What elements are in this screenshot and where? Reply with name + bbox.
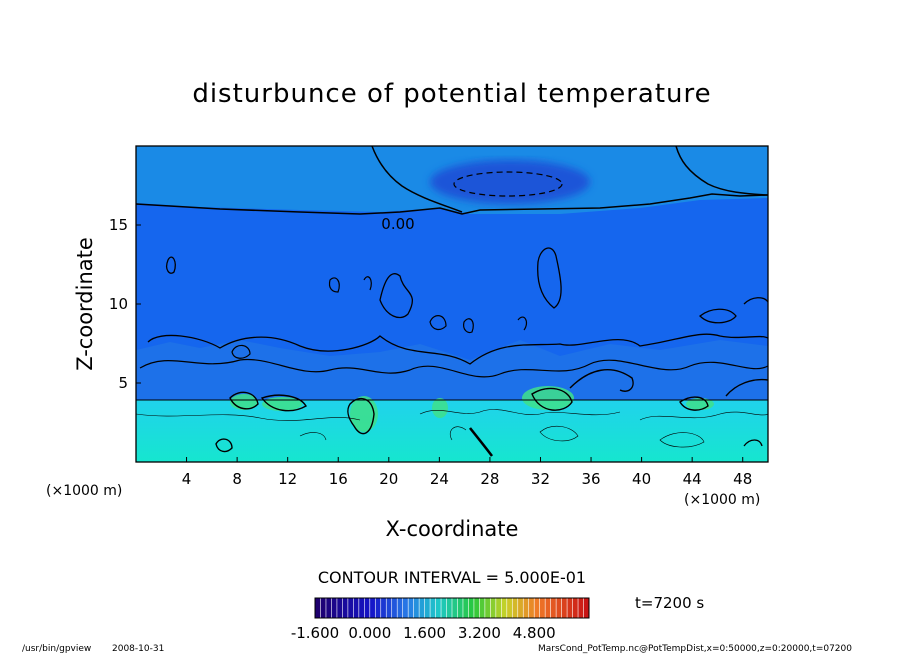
lower-layer-field xyxy=(136,400,768,462)
colorbar-swatch xyxy=(572,598,579,618)
y-tick-label: 5 xyxy=(118,374,128,392)
colorbar-swatch xyxy=(473,598,480,618)
colorbar-swatch xyxy=(413,598,420,618)
colorbar-swatch xyxy=(457,598,464,618)
x-tick-label: 32 xyxy=(531,470,550,488)
x-tick-label: 20 xyxy=(379,470,398,488)
x-tick-label: 24 xyxy=(430,470,449,488)
x-tick-label: 40 xyxy=(632,470,651,488)
colorbar-swatch xyxy=(375,598,382,618)
colorbar-swatch xyxy=(578,598,584,618)
colorbar-swatch xyxy=(342,598,349,618)
colorbar-swatch xyxy=(550,598,557,618)
colorbar-swatch xyxy=(512,598,519,618)
colorbar-swatch xyxy=(506,598,513,618)
time-label: t=7200 s xyxy=(635,594,704,612)
x-axis-ticks: 4 8 12 16 20 24 28 32 36 40 44 48 xyxy=(182,457,752,488)
x-unit-right: (×1000 m) xyxy=(684,492,760,508)
colorbar-swatch xyxy=(441,598,447,618)
footer-source: MarsCond_PotTemp.nc@PotTempDist,x=0:5000… xyxy=(538,644,852,654)
contour-interval: CONTOUR INTERVAL = 5.000E-01 xyxy=(318,568,586,587)
colorbar-swatch xyxy=(320,598,327,618)
plot-area: 0.00 xyxy=(136,146,768,462)
colorbar-swatch xyxy=(315,598,321,618)
colorbar-swatch xyxy=(452,598,458,618)
colorbar-swatch xyxy=(484,598,491,618)
colorbar-tick-label: -1.600 xyxy=(291,624,339,642)
chart-title: disturbunce of potential temperature xyxy=(192,79,711,109)
colorbar-swatch xyxy=(462,598,469,618)
colorbar-swatch xyxy=(539,598,546,618)
x-tick-label: 16 xyxy=(329,470,348,488)
colorbar-swatch xyxy=(336,598,343,618)
colorbar-swatch xyxy=(556,598,562,618)
y-tick-label: 15 xyxy=(109,216,128,234)
colorbar-swatch xyxy=(523,598,530,618)
colorbar-swatch xyxy=(583,598,590,618)
colorbar-swatch xyxy=(331,598,338,618)
colorbar-tick-label: 4.800 xyxy=(513,624,556,642)
colorbar-swatch xyxy=(517,598,524,618)
x-unit-left: (×1000 m) xyxy=(46,483,122,499)
colorbar-swatch xyxy=(424,598,431,618)
colorbar-swatch xyxy=(534,598,540,618)
colorbar-swatch xyxy=(369,598,376,618)
colorbar-swatch xyxy=(358,598,365,618)
colorbar-swatch xyxy=(402,598,409,618)
colorbar-swatch xyxy=(490,598,497,618)
colorbar-swatch xyxy=(435,598,442,618)
colorbar-swatch xyxy=(495,598,502,618)
colorbar-swatch xyxy=(561,598,568,618)
colorbar-swatch xyxy=(347,598,354,618)
colorbar xyxy=(314,597,590,619)
colorbar-swatch xyxy=(567,598,573,618)
colorbar-swatch xyxy=(408,598,414,618)
colorbar-tick-label: 0.000 xyxy=(348,624,391,642)
y-axis-ticks: 5 10 15 xyxy=(109,216,141,392)
thin-contours xyxy=(136,409,768,448)
colorbar-swatch xyxy=(386,598,393,618)
x-axis-label: X-coordinate xyxy=(386,517,519,541)
contour-lines xyxy=(136,146,768,457)
footer-program: /usr/bin/gpview xyxy=(22,644,91,654)
x-tick-label: 12 xyxy=(278,470,297,488)
colorbar-swatch xyxy=(391,598,398,618)
colorbar-swatch xyxy=(446,598,453,618)
x-tick-label: 36 xyxy=(581,470,600,488)
y-axis-label: Z-coordinate xyxy=(73,237,97,371)
colorbar-tick-label: 3.200 xyxy=(458,624,501,642)
x-tick-label: 4 xyxy=(182,470,192,488)
footer-date: 2008-10-31 xyxy=(112,644,164,654)
cold-core xyxy=(430,160,590,204)
colorbar-swatch xyxy=(397,598,403,618)
colorbar-swatch xyxy=(325,598,332,618)
colorbar-swatch xyxy=(419,598,425,618)
colorbar-swatch xyxy=(380,598,387,618)
x-tick-label: 8 xyxy=(232,470,242,488)
colorbar-swatch xyxy=(430,598,436,618)
colorbar-swatch xyxy=(353,598,360,618)
colorbar-swatch xyxy=(479,598,486,618)
colorbar-swatch xyxy=(468,598,475,618)
colorbar-tick-label: 1.600 xyxy=(403,624,446,642)
colorbar-swatch xyxy=(364,598,371,618)
colorbar-swatch xyxy=(528,598,535,618)
x-tick-label: 28 xyxy=(480,470,499,488)
y-tick-label: 10 xyxy=(109,295,128,313)
x-tick-label: 44 xyxy=(683,470,702,488)
colorbar-labels: -1.600 0.000 1.600 3.200 4.800 xyxy=(291,624,556,642)
colorbar-swatch xyxy=(501,598,508,618)
x-tick-label: 48 xyxy=(733,470,752,488)
colorbar-swatch xyxy=(545,598,551,618)
contour-label: 0.00 xyxy=(381,215,414,233)
